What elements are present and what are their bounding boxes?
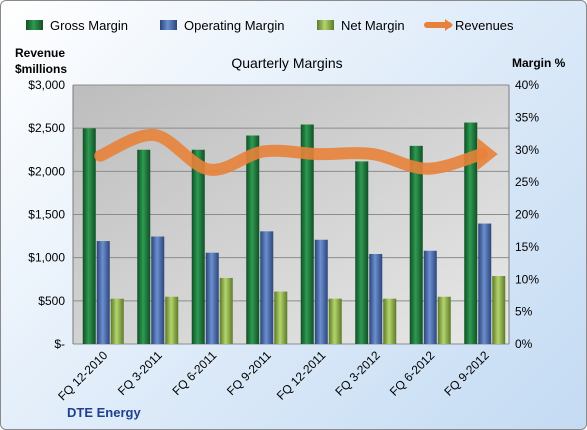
right-tick-label: 10% <box>515 272 539 286</box>
gross-margin-bar <box>82 128 96 344</box>
right-tick-label: 20% <box>515 208 539 222</box>
operating-margin-bar <box>151 236 165 344</box>
right-tick-label: 25% <box>515 175 539 189</box>
revenue-line-arrowhead <box>477 138 498 171</box>
gross-margin-bar <box>300 124 314 344</box>
right-axis-title: Margin % <box>512 56 566 70</box>
left-tick-label: $1,000 <box>28 251 65 265</box>
legend-label: Net Margin <box>341 18 405 33</box>
bars <box>82 122 506 345</box>
operating-margin-bar <box>369 253 383 344</box>
revenue-line <box>94 129 498 176</box>
company-name: DTE Energy <box>67 405 141 420</box>
x-tick-label: FQ 6-2012 <box>387 348 438 399</box>
legend-label: Operating Margin <box>184 18 284 33</box>
left-tick-label: $3,000 <box>28 78 65 92</box>
revenue-line-path <box>94 129 488 176</box>
right-tick-label: 30% <box>515 143 539 157</box>
gross-margin-bar <box>355 161 369 344</box>
left-tick-label: $2,000 <box>28 164 65 178</box>
net-margin-bar <box>328 298 342 344</box>
operating-margin-bar <box>423 250 437 344</box>
left-tick-label: $- <box>54 337 65 351</box>
net-margin-bar <box>492 276 506 344</box>
x-tick-label: FQ 3-2012 <box>332 348 383 399</box>
gross-margin-bar <box>409 145 423 344</box>
operating-margin-bar <box>205 252 219 344</box>
x-axis-ticks: FQ 12-2010 FQ 3-2011 FQ 6-2011 FQ 9-2011 FQ … <box>55 348 492 403</box>
legend-swatch <box>160 20 177 30</box>
x-tick-label: FQ 9-2012 <box>441 348 492 399</box>
left-tick-label: $1,500 <box>28 208 65 222</box>
x-tick-label: FQ 9-2011 <box>224 348 274 398</box>
gross-margin-bar <box>464 122 478 345</box>
legend-label: Gross Margin <box>50 18 128 33</box>
legend-label: Revenues <box>455 18 514 33</box>
left-axis-title-line2: $millions <box>15 62 67 76</box>
net-margin-bar <box>165 296 179 344</box>
x-tick-label: FQ 3-2011 <box>115 348 165 398</box>
legend-swatch <box>317 20 334 30</box>
operating-margin-bar <box>260 231 274 344</box>
right-tick-label: 35% <box>515 110 539 124</box>
x-tick-label: FQ 6-2011 <box>170 348 220 398</box>
right-tick-label: 5% <box>515 305 533 319</box>
chart-title: Quarterly Margins <box>231 55 342 71</box>
right-tick-label: 0% <box>515 337 533 351</box>
left-tick-label: $2,500 <box>28 121 65 135</box>
operating-margin-bar <box>478 223 492 344</box>
operating-margin-bar <box>96 241 110 344</box>
operating-margin-bar <box>314 239 328 344</box>
net-margin-bar <box>383 298 397 344</box>
right-axis-ticks: 0% 5% 10% 15% 20% 25% 30% 35% 40% <box>515 78 539 351</box>
legend-arrowhead-revenues <box>445 19 453 31</box>
left-axis-ticks: $- $500 $1,000 $1,500 $2,000 $2,500 $3,000 <box>28 78 65 351</box>
gross-margin-bar <box>137 149 151 344</box>
gross-margin-bar <box>191 149 205 344</box>
net-margin-bar <box>437 296 451 344</box>
net-margin-bar <box>219 277 233 344</box>
legend: Gross Margin Operating Margin Net Margin Re… <box>26 18 514 33</box>
left-axis-title-line1: Revenue <box>15 46 65 60</box>
legend-swatch <box>26 20 43 30</box>
x-tick-label: FQ 12-2010 <box>55 348 110 403</box>
x-tick-label: FQ 12-2011 <box>274 348 329 403</box>
net-margin-bar <box>274 291 288 344</box>
right-tick-label: 15% <box>515 240 539 254</box>
gross-margin-bar <box>246 135 260 344</box>
net-margin-bar <box>110 298 124 344</box>
left-tick-label: $500 <box>38 294 65 308</box>
right-tick-label: 40% <box>515 78 539 92</box>
